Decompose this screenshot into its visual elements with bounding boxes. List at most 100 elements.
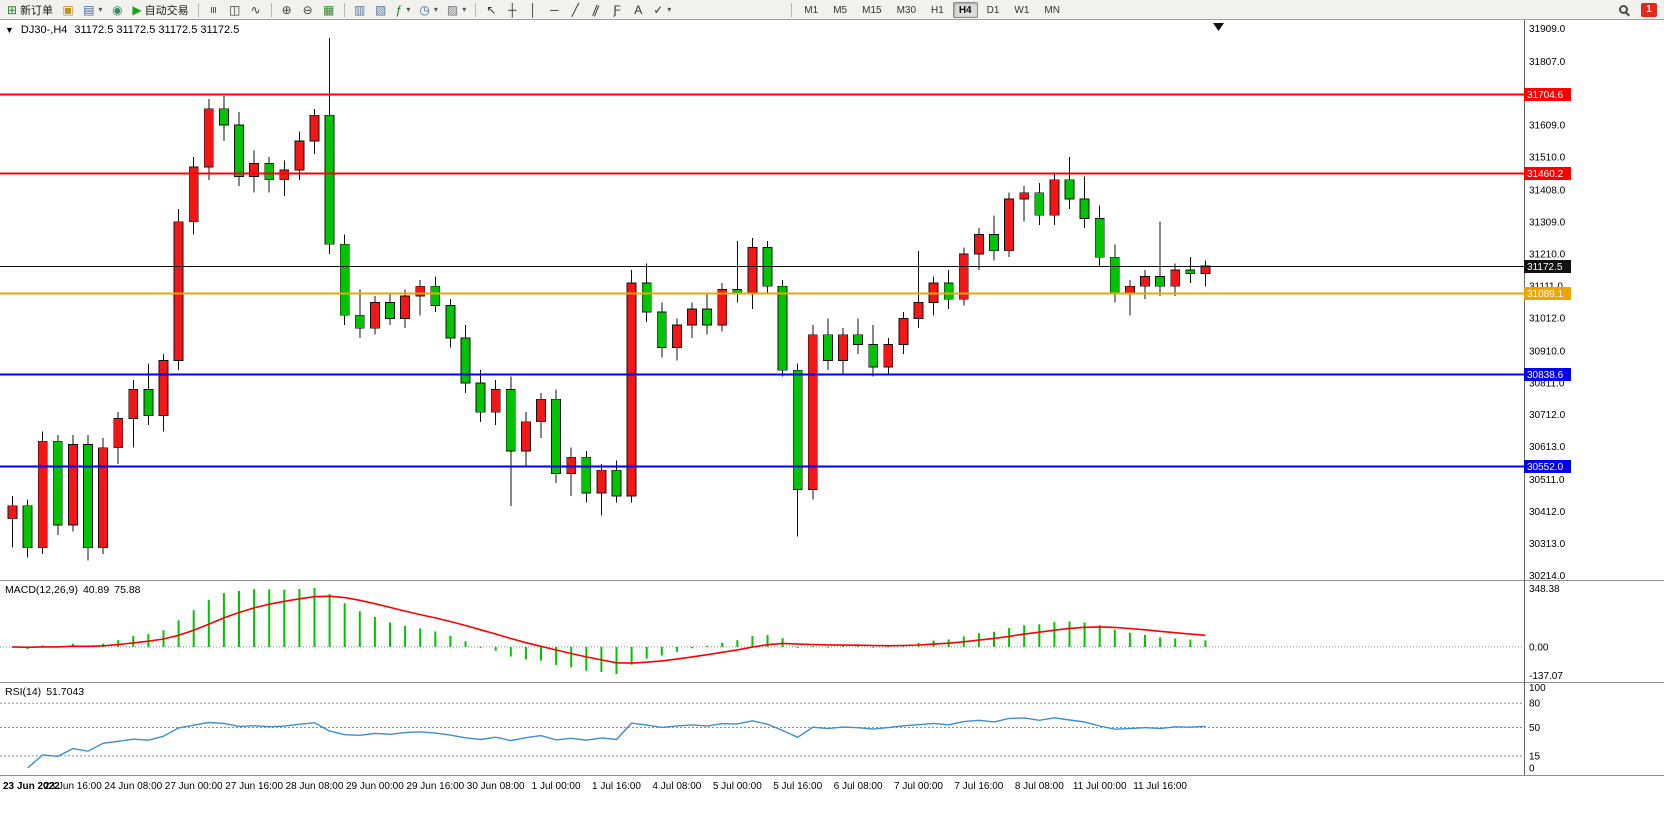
timeframe-h1[interactable]: H1 xyxy=(931,4,944,16)
auto-scroll-icon: ▥ xyxy=(353,2,366,17)
svg-text:30412.0: 30412.0 xyxy=(1529,507,1566,518)
zoom-out-icon: ⊖ xyxy=(302,2,313,17)
time-label: 28 Jun 08:00 xyxy=(285,781,344,792)
cursor-tool[interactable]: ↖ xyxy=(481,1,501,18)
macd-panel[interactable]: 348.38 0.00 -137.07 xyxy=(0,580,1664,682)
chart-title: ▼ DJ30-,H4 31172.5 31172.5 31172.5 31172… xyxy=(5,24,239,36)
svg-text:31089.1: 31089.1 xyxy=(1527,289,1564,300)
toolbar-separator xyxy=(475,2,477,17)
svg-text:100: 100 xyxy=(1529,683,1546,694)
charts-button[interactable]: ▣ xyxy=(58,1,78,18)
tile-windows-button[interactable]: ▦ xyxy=(319,1,339,18)
bar-chart-button[interactable]: ≡ xyxy=(204,1,224,18)
timeframe-d1[interactable]: D1 xyxy=(986,4,1000,16)
macd-value-main: 40.89 xyxy=(82,584,110,596)
search-button[interactable] xyxy=(1613,1,1633,18)
indicators-icon: ƒ xyxy=(395,2,403,17)
crosshair-tool[interactable]: ┼ xyxy=(502,1,522,18)
timeframe-h4[interactable]: H4 xyxy=(952,1,978,18)
timeframe-w1[interactable]: W1 xyxy=(1014,4,1030,16)
auto-trading-button[interactable]: ▶ 自动交易 xyxy=(128,1,192,18)
time-label: 11 Jul 00:00 xyxy=(1072,781,1127,792)
svg-text:0: 0 xyxy=(1529,764,1535,775)
chart-area[interactable]: 31909.0 31807.0 31609.0 31510.0 31408.0 31309… xyxy=(0,20,1664,830)
zoom-in-button[interactable]: ⊕ xyxy=(277,1,297,18)
rsi-panel[interactable]: 100 80 50 15 0 xyxy=(0,682,1664,775)
svg-text:30613.0: 30613.0 xyxy=(1529,442,1566,453)
time-label: 4 Jul 08:00 xyxy=(652,781,702,792)
svg-text:15: 15 xyxy=(1529,751,1541,762)
time-label: 30 Jun 08:00 xyxy=(466,781,525,792)
chart-shift-marker[interactable] xyxy=(1213,23,1224,31)
time-label: 5 Jul 16:00 xyxy=(773,781,823,792)
timeframe-mn[interactable]: MN xyxy=(1044,4,1060,16)
fibonacci-tool[interactable]: Ƒ xyxy=(607,1,627,18)
trendline-tool[interactable]: ╱ xyxy=(565,1,585,18)
rsi-value: 51.7043 xyxy=(46,686,85,698)
price-chart-panel[interactable]: 31909.0 31807.0 31609.0 31510.0 31408.0 31309… xyxy=(0,20,1664,580)
svg-text:348.38: 348.38 xyxy=(1529,584,1560,595)
text-tool[interactable]: A xyxy=(628,1,648,18)
svg-text:0.00: 0.00 xyxy=(1529,642,1549,653)
templates-icon: ▨ xyxy=(446,2,459,17)
line-chart-button[interactable]: ∿ xyxy=(246,1,266,18)
new-order-button[interactable]: ⊞ 新订单 xyxy=(3,1,57,18)
chart-shift-icon: ▧ xyxy=(374,2,387,17)
new-order-icon: ⊞ xyxy=(7,2,18,17)
svg-text:31111.0: 31111.0 xyxy=(1529,281,1563,292)
profiles-button[interactable]: ▤ ▾ xyxy=(79,1,106,18)
toolbar-items: ⊞ 新订单 ▣ ▤ ▾ ◉ ▶ 自动交易 ≡ ◫ ∿ ⊕ ⊖ ▦ ▥ ▧ ƒ ▾ ◷ ▾ ▨ ▾ ↖ ┼ │ ─ ╱ ∥ Ƒ A ✓ ▾ M1 M… xyxy=(3,1,1613,18)
arrows-icon: ✓ xyxy=(653,2,664,17)
bar-chart-icon: ≡ xyxy=(206,5,221,14)
vertical-line-tool[interactable]: │ xyxy=(523,1,543,18)
cursor-icon: ↖ xyxy=(486,2,497,17)
time-label: 24 Jun 08:00 xyxy=(104,781,163,792)
alerts-badge[interactable]: 1 xyxy=(1641,2,1657,17)
templates-button[interactable]: ▨ ▾ xyxy=(443,1,470,18)
time-label: 29 Jun 00:00 xyxy=(345,781,404,792)
strategy-button[interactable]: ◉ xyxy=(107,1,127,18)
price-line-31460.2[interactable]: 31460.2 xyxy=(0,167,1571,180)
toolbar-separator xyxy=(197,2,199,17)
trendline-icon: ╱ xyxy=(571,2,579,17)
chart-dropdown-icon[interactable]: ▼ xyxy=(5,25,14,35)
profiles-icon: ▤ xyxy=(83,2,95,17)
zoom-in-icon: ⊕ xyxy=(281,2,292,17)
indicators-button[interactable]: ƒ ▾ xyxy=(392,1,415,18)
horizontal-line-tool[interactable]: ─ xyxy=(544,1,564,18)
timeframe-m15[interactable]: M15 xyxy=(862,4,882,16)
periods-button[interactable]: ◷ ▾ xyxy=(415,1,442,18)
timeframe-m1[interactable]: M1 xyxy=(804,4,819,16)
chart-shift-button[interactable]: ▧ xyxy=(371,1,391,18)
time-scale[interactable]: 23 Jun 2022 23 Jun 16:00 24 Jun 08:00 27 Ju… xyxy=(0,775,1664,801)
candlestick-chart-button[interactable]: ◫ xyxy=(225,1,245,18)
svg-text:31704.6: 31704.6 xyxy=(1527,90,1564,101)
caret-down-icon: ▾ xyxy=(98,5,103,14)
toolbar: ⊞ 新订单 ▣ ▤ ▾ ◉ ▶ 自动交易 ≡ ◫ ∿ ⊕ ⊖ ▦ ▥ ▧ ƒ ▾ ◷ ▾ ▨ ▾ ↖ ┼ │ ─ ╱ ∥ Ƒ A ✓ ▾ M1 M… xyxy=(0,0,1664,20)
time-label: 27 Jun 00:00 xyxy=(164,781,223,792)
strategy-icon: ◉ xyxy=(112,2,123,17)
candlesticks xyxy=(7,37,1211,561)
time-label: 27 Jun 16:00 xyxy=(225,781,284,792)
price-line-31704.6[interactable]: 31704.6 xyxy=(0,88,1571,101)
svg-text:31460.2: 31460.2 xyxy=(1527,169,1564,180)
price-scale[interactable]: 31909.0 31807.0 31609.0 31510.0 31408.0 31309… xyxy=(1529,24,1566,580)
zoom-out-button[interactable]: ⊖ xyxy=(298,1,318,18)
channel-tool[interactable]: ∥ xyxy=(586,1,606,18)
timeframe-m5[interactable]: M5 xyxy=(833,4,848,16)
time-label: 5 Jul 00:00 xyxy=(712,781,762,792)
chart-ohlc-values: 31172.5 31172.5 31172.5 31172.5 xyxy=(74,24,240,36)
price-line-31089.1[interactable]: 31089.1 xyxy=(0,287,1571,300)
auto-trading-icon: ▶ xyxy=(132,2,142,17)
timeframe-m30[interactable]: M30 xyxy=(896,4,917,16)
arrows-tool[interactable]: ✓ ▾ xyxy=(649,1,675,18)
rsi-name: RSI(14) xyxy=(5,686,42,698)
auto-scroll-button[interactable]: ▥ xyxy=(350,1,370,18)
search-icon xyxy=(1618,5,1628,14)
price-line-30552.0[interactable]: 30552.0 xyxy=(0,460,1571,473)
svg-text:-137.07: -137.07 xyxy=(1529,671,1563,682)
auto-trading-button-label: 自动交易 xyxy=(144,4,189,17)
price-line-31172.5[interactable]: 31172.5 xyxy=(0,260,1571,273)
toolbar-right: 1 xyxy=(1613,1,1661,18)
price-line-30838.6[interactable]: 30838.6 xyxy=(0,368,1571,381)
